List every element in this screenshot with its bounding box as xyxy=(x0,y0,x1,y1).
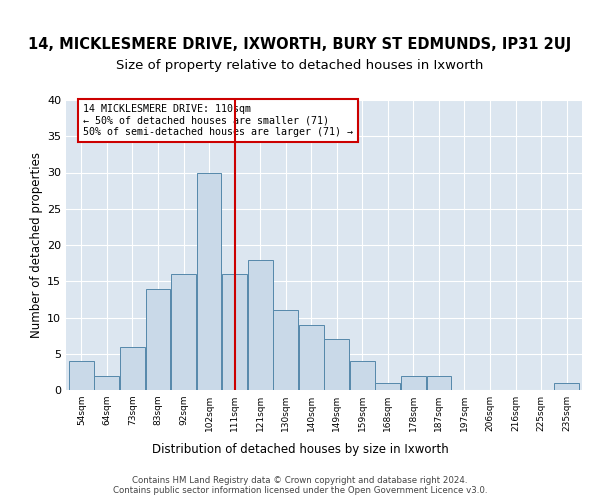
Bar xyxy=(401,376,426,390)
Text: Distribution of detached houses by size in Ixworth: Distribution of detached houses by size … xyxy=(152,442,448,456)
Text: Size of property relative to detached houses in Ixworth: Size of property relative to detached ho… xyxy=(116,60,484,72)
Bar xyxy=(197,172,221,390)
Bar xyxy=(376,383,400,390)
Text: 14 MICKLESMERE DRIVE: 110sqm
← 50% of detached houses are smaller (71)
50% of se: 14 MICKLESMERE DRIVE: 110sqm ← 50% of de… xyxy=(83,104,353,137)
Bar xyxy=(427,376,451,390)
Bar xyxy=(554,383,579,390)
Bar xyxy=(273,310,298,390)
Bar xyxy=(325,339,349,390)
Text: Contains HM Land Registry data © Crown copyright and database right 2024.
Contai: Contains HM Land Registry data © Crown c… xyxy=(113,476,487,495)
Bar xyxy=(299,325,323,390)
Bar xyxy=(171,274,196,390)
Bar xyxy=(222,274,247,390)
Bar xyxy=(146,288,170,390)
Text: 14, MICKLESMERE DRIVE, IXWORTH, BURY ST EDMUNDS, IP31 2UJ: 14, MICKLESMERE DRIVE, IXWORTH, BURY ST … xyxy=(28,38,572,52)
Bar xyxy=(120,346,145,390)
Bar xyxy=(248,260,272,390)
Y-axis label: Number of detached properties: Number of detached properties xyxy=(30,152,43,338)
Bar xyxy=(69,361,94,390)
Bar xyxy=(94,376,119,390)
Bar xyxy=(350,361,375,390)
